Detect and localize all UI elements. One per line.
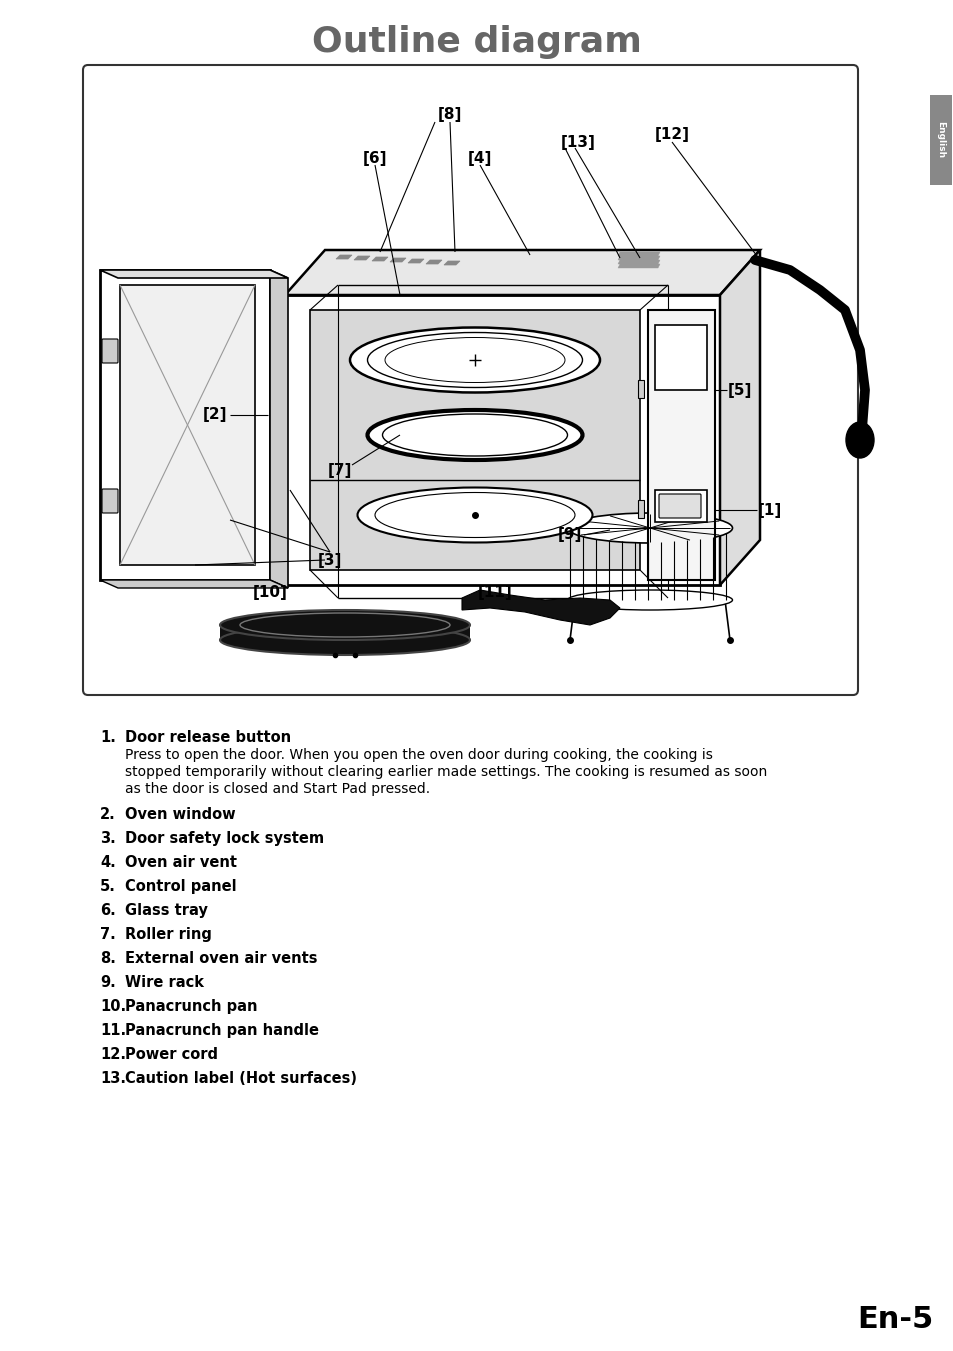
Text: 9.: 9. (100, 975, 115, 990)
Polygon shape (720, 250, 760, 585)
Ellipse shape (220, 626, 470, 655)
FancyBboxPatch shape (638, 380, 643, 399)
Text: Wire rack: Wire rack (125, 975, 204, 990)
Ellipse shape (350, 327, 599, 393)
Text: Control panel: Control panel (125, 880, 236, 894)
Text: Oven air vent: Oven air vent (125, 855, 236, 870)
Polygon shape (100, 270, 270, 580)
Text: [4]: [4] (467, 150, 492, 166)
Text: [12]: [12] (654, 127, 689, 142)
Text: [5]: [5] (727, 382, 751, 397)
FancyBboxPatch shape (102, 489, 118, 513)
Text: [3]: [3] (317, 553, 342, 567)
Polygon shape (100, 580, 288, 588)
Ellipse shape (567, 513, 732, 543)
FancyBboxPatch shape (655, 326, 706, 390)
Text: [9]: [9] (558, 527, 581, 543)
Text: [13]: [13] (560, 135, 595, 150)
Ellipse shape (567, 590, 732, 611)
Text: 4.: 4. (100, 855, 115, 870)
Text: [2]: [2] (203, 408, 227, 423)
Polygon shape (426, 259, 441, 263)
Polygon shape (618, 253, 659, 255)
Text: 7.: 7. (100, 927, 115, 942)
Text: as the door is closed and Start Pad pressed.: as the door is closed and Start Pad pres… (125, 782, 430, 796)
Text: Press to open the door. When you open the oven door during cooking, the cooking : Press to open the door. When you open th… (125, 748, 712, 762)
Polygon shape (647, 309, 714, 580)
Polygon shape (220, 626, 470, 640)
Text: stopped temporarily without clearing earlier made settings. The cooking is resum: stopped temporarily without clearing ear… (125, 765, 766, 780)
Text: External oven air vents: External oven air vents (125, 951, 317, 966)
Text: Glass tray: Glass tray (125, 902, 208, 917)
Text: [7]: [7] (328, 462, 352, 477)
Text: 12.: 12. (100, 1047, 126, 1062)
Polygon shape (390, 258, 406, 262)
Text: [6]: [6] (362, 150, 387, 166)
Polygon shape (354, 255, 370, 259)
FancyBboxPatch shape (102, 339, 118, 363)
Polygon shape (408, 259, 423, 263)
FancyBboxPatch shape (929, 95, 951, 185)
FancyBboxPatch shape (83, 65, 857, 694)
Text: Power cord: Power cord (125, 1047, 218, 1062)
Text: 1.: 1. (100, 730, 115, 744)
Text: English: English (936, 122, 944, 158)
Text: 13.: 13. (100, 1071, 126, 1086)
Polygon shape (270, 270, 288, 588)
Text: Caution label (Hot surfaces): Caution label (Hot surfaces) (125, 1071, 356, 1086)
Text: [11]: [11] (477, 585, 512, 600)
Polygon shape (618, 255, 659, 259)
FancyBboxPatch shape (655, 490, 706, 521)
Text: 11.: 11. (100, 1023, 126, 1038)
Polygon shape (120, 285, 254, 565)
Polygon shape (443, 261, 459, 265)
Text: Panacrunch pan: Panacrunch pan (125, 998, 257, 1015)
Polygon shape (618, 263, 659, 267)
Ellipse shape (357, 488, 592, 543)
Ellipse shape (367, 409, 582, 459)
FancyBboxPatch shape (638, 500, 643, 517)
Polygon shape (285, 295, 720, 585)
Text: [1]: [1] (757, 503, 781, 517)
Text: Door safety lock system: Door safety lock system (125, 831, 324, 846)
Polygon shape (618, 259, 659, 263)
Ellipse shape (845, 422, 873, 458)
Text: 10.: 10. (100, 998, 126, 1015)
Text: [8]: [8] (437, 108, 461, 123)
Polygon shape (310, 309, 639, 570)
Text: En-5: En-5 (856, 1305, 932, 1335)
Polygon shape (335, 255, 352, 259)
Polygon shape (100, 270, 288, 278)
Polygon shape (372, 257, 388, 261)
Ellipse shape (220, 611, 470, 640)
Text: 8.: 8. (100, 951, 115, 966)
Text: Panacrunch pan handle: Panacrunch pan handle (125, 1023, 318, 1038)
FancyBboxPatch shape (659, 494, 700, 517)
Polygon shape (285, 250, 760, 295)
Text: 6.: 6. (100, 902, 115, 917)
Text: Roller ring: Roller ring (125, 927, 212, 942)
Text: Door release button: Door release button (125, 730, 291, 744)
Polygon shape (461, 590, 619, 626)
Text: Oven window: Oven window (125, 807, 235, 821)
Text: 5.: 5. (100, 880, 115, 894)
Text: 3.: 3. (100, 831, 115, 846)
Text: 2.: 2. (100, 807, 115, 821)
Text: [10]: [10] (253, 585, 287, 600)
Text: Outline diagram: Outline diagram (312, 26, 641, 59)
